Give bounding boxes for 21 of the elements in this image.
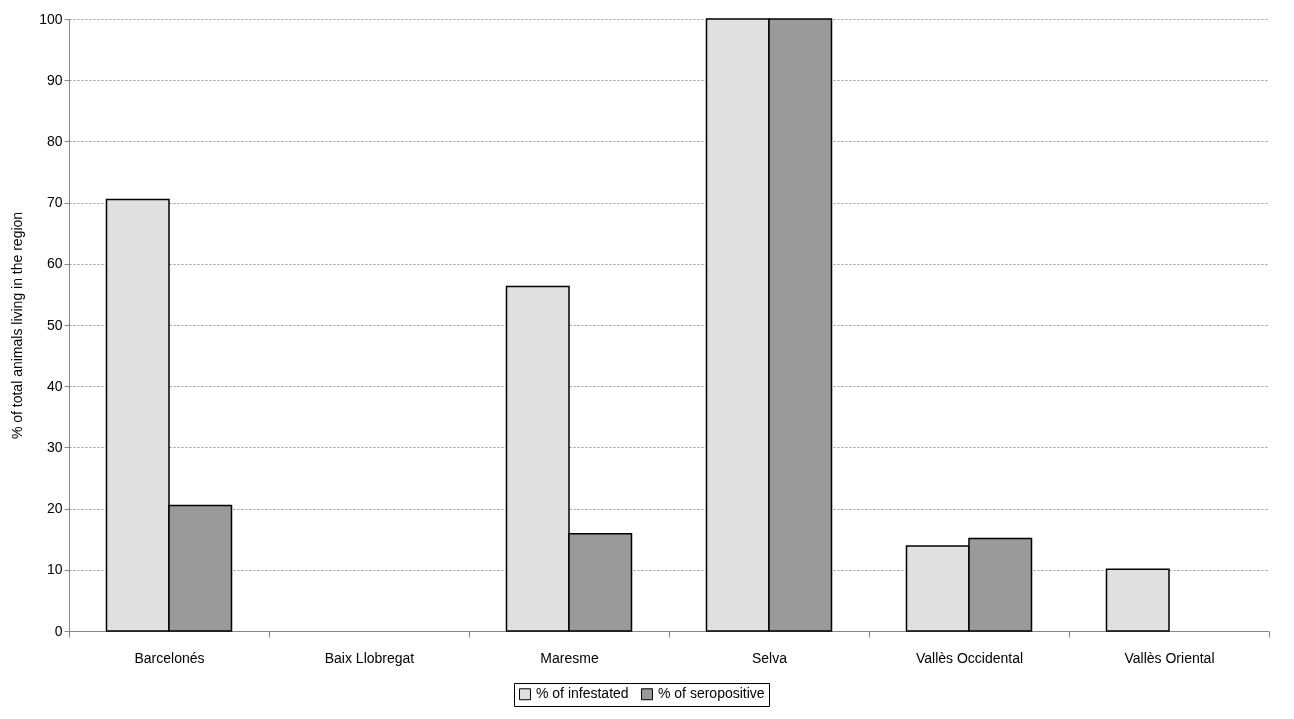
y-tick-label: 30 [46, 438, 63, 455]
y-axis-title: % of total animals living in the region [9, 211, 26, 440]
y-tick-label: 0 [54, 622, 63, 639]
x-tick-label: Baix Llobregat [324, 649, 415, 666]
y-tick-label: 40 [46, 377, 63, 394]
legend-label: % of seropositive [658, 685, 765, 702]
legend-label: % of infestated [536, 685, 629, 702]
x-tick-label: Selva [751, 649, 788, 666]
x-tick-label: Vallès Occidental [915, 649, 1024, 666]
x-tick-label: Vallès Oriental [1124, 649, 1215, 666]
y-tick-label: 50 [46, 316, 63, 333]
x-tick-label: Maresme [540, 649, 599, 666]
y-tick-label: 80 [46, 132, 63, 149]
bar [1105, 568, 1170, 632]
y-tick-label: 60 [46, 255, 63, 272]
y-tick-label: 100 [39, 10, 63, 27]
y-tick-label: 70 [46, 194, 63, 211]
x-tick-label: Barcelonés [134, 649, 205, 666]
y-tick-label: 90 [46, 71, 63, 88]
y-tick-label: 10 [46, 561, 63, 578]
y-tick-label: 20 [46, 500, 63, 517]
